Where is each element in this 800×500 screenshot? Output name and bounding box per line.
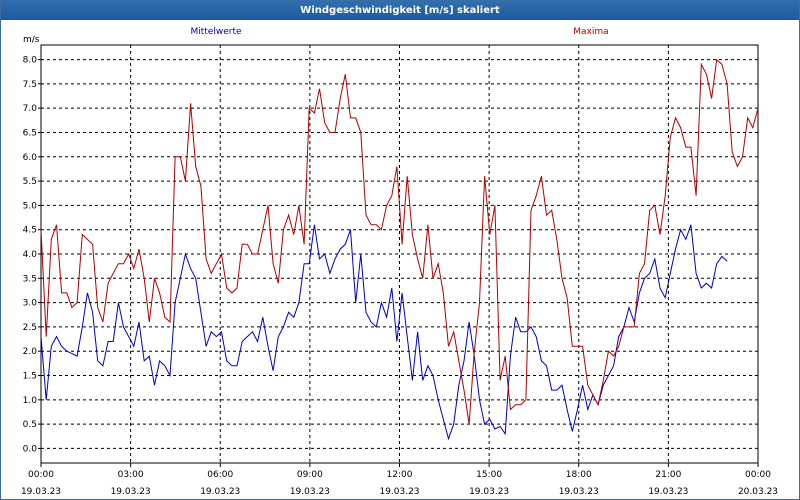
y-tick-label: 3.0 <box>23 299 38 309</box>
x-tick-label-time: 12:00 <box>387 470 413 480</box>
x-tick-label-date: 19.03.23 <box>21 487 61 497</box>
y-tick-label: 6.0 <box>23 153 38 163</box>
y-tick-label: 6.5 <box>23 128 37 138</box>
y-tick-label: 7.5 <box>23 80 37 90</box>
series-line-mittelwerte <box>40 224 728 441</box>
x-tick-label-date: 19.03.23 <box>469 487 509 497</box>
x-tick-label-time: 00:00 <box>745 470 771 480</box>
x-tick-label-time: 18:00 <box>566 470 592 480</box>
x-tick-label-time: 15:00 <box>476 470 502 480</box>
x-tick-label-time: 03:00 <box>118 470 144 480</box>
y-tick-label: 2.0 <box>23 347 38 357</box>
y-tick-label: 0.0 <box>23 444 38 454</box>
x-tick-label-date: 19.03.23 <box>111 487 151 497</box>
y-tick-label: 1.0 <box>23 396 38 406</box>
x-tick-label-time: 21:00 <box>655 470 681 480</box>
x-tick-label-date: 19.03.23 <box>648 487 688 497</box>
y-tick-label: 7.0 <box>23 104 38 114</box>
y-tick-label: 5.5 <box>23 177 37 187</box>
x-tick-label-time: 09:00 <box>297 470 323 480</box>
y-tick-label: 1.5 <box>23 372 37 382</box>
x-tick-label-date: 19.03.23 <box>559 487 599 497</box>
y-tick-label: 2.5 <box>23 323 37 333</box>
y-tick-label: 4.5 <box>23 226 37 236</box>
x-tick-label-date: 19.03.23 <box>290 487 330 497</box>
y-tick-label: 4.0 <box>23 250 38 260</box>
y-tick-label: 0.5 <box>23 420 37 430</box>
legend-mittelwerte: Mittelwerte <box>190 27 241 37</box>
x-tick-label-date: 19.03.23 <box>379 487 419 497</box>
y-tick-label: 5.0 <box>23 201 38 211</box>
x-tick-label-time: 06:00 <box>207 470 233 480</box>
x-tick-label-date: 19.03.23 <box>200 487 240 497</box>
y-tick-label: 3.5 <box>23 274 37 284</box>
wind-speed-chart: 0.0 0.5 1.0 1.5 2.0 2.5 3.0 3.5 4.0 4.5 5.0 5.5 6.0 6… <box>21 27 778 497</box>
x-tick-label-date: 20.03.23 <box>738 487 778 497</box>
x-tick-label-time: 00:00 <box>28 470 54 480</box>
window-title: Windgeschwindigkeit [m/s] skaliert <box>1 1 799 20</box>
y-axis-label: m/s <box>23 35 40 45</box>
legend-maxima: Maxima <box>573 27 608 37</box>
y-tick-label: 8.0 <box>23 56 38 66</box>
series-line-maxima <box>40 58 759 425</box>
